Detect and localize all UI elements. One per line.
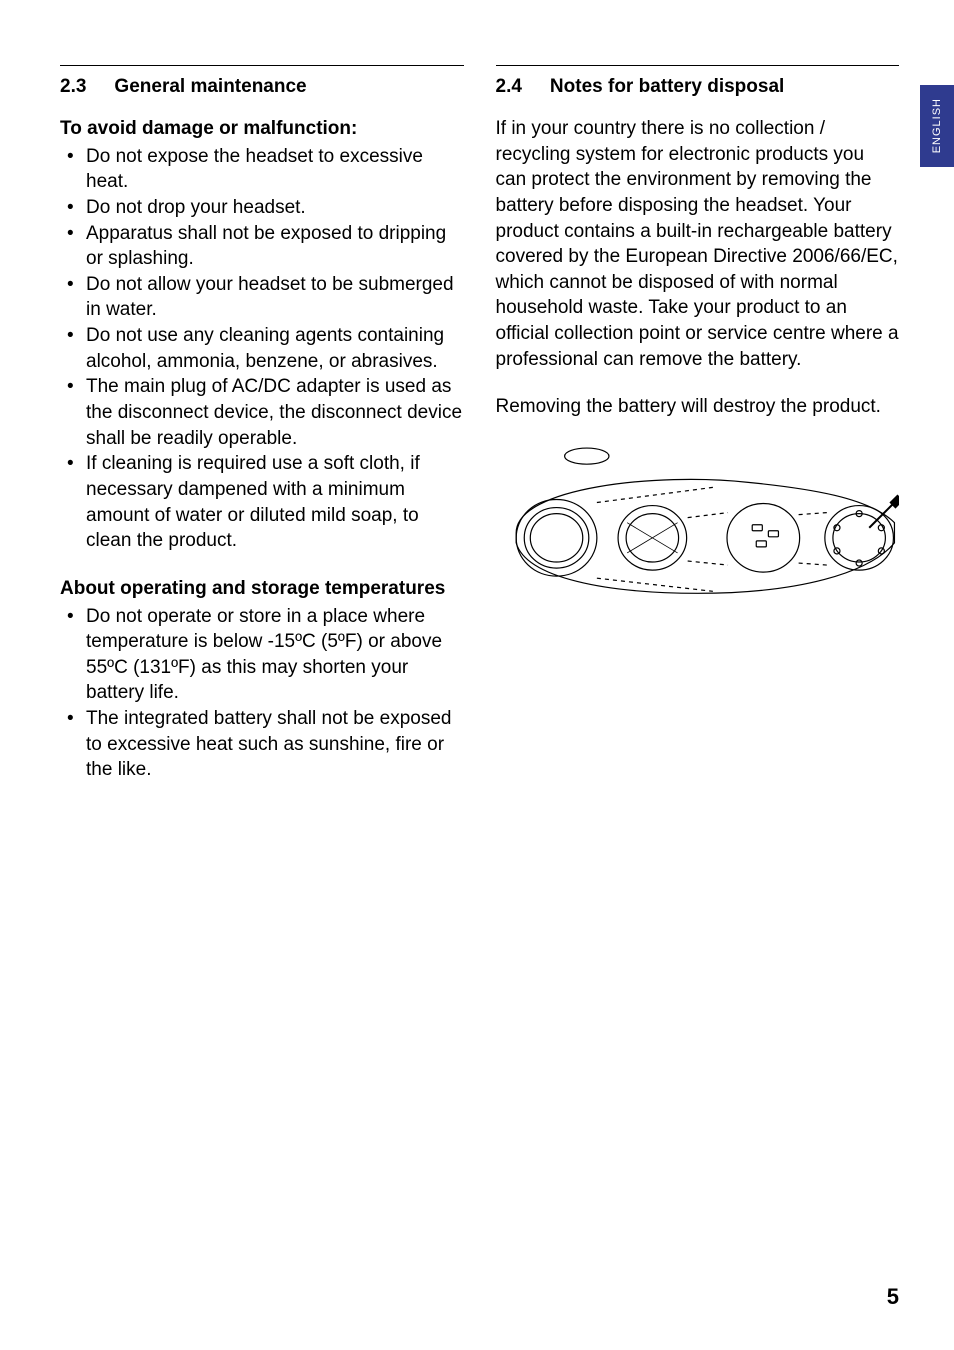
language-tab: ENGLISH	[920, 85, 954, 167]
list-item: Do not drop your headset.	[60, 195, 464, 221]
list-item: The main plug of AC/DC adapter is used a…	[60, 374, 464, 451]
list-item: Do not operate or store in a place where…	[60, 604, 464, 707]
section-rule	[60, 65, 464, 66]
section-title: General maintenance	[114, 76, 306, 98]
list-temperatures: Do not operate or store in a place where…	[60, 604, 464, 783]
subheading-temperatures: About operating and storage temperatures	[60, 576, 464, 602]
list-item: Do not expose the headset to excessive h…	[60, 144, 464, 195]
section-heading-2-4: 2.4 Notes for battery disposal	[496, 76, 900, 98]
paragraph-destroy-warning: Removing the battery will destroy the pr…	[496, 394, 900, 420]
list-item: The integrated battery shall not be expo…	[60, 706, 464, 783]
list-item: Apparatus shall not be exposed to drippi…	[60, 221, 464, 272]
section-number: 2.3	[60, 76, 86, 98]
list-item: If cleaning is required use a soft cloth…	[60, 451, 464, 554]
section-rule	[496, 65, 900, 66]
list-item: Do not use any cleaning agents containin…	[60, 323, 464, 374]
section-title: Notes for battery disposal	[550, 76, 784, 98]
paragraph-disposal: If in your country there is no collectio…	[496, 116, 900, 372]
language-tab-label: ENGLISH	[931, 98, 943, 153]
section-heading-2-3: 2.3 General maintenance	[60, 76, 464, 98]
left-column: 2.3 General maintenance To avoid damage …	[60, 65, 464, 805]
subheading-avoid-damage: To avoid damage or malfunction:	[60, 116, 464, 142]
section-number: 2.4	[496, 76, 522, 98]
page-number: 5	[887, 1284, 899, 1310]
list-item: Do not allow your headset to be submerge…	[60, 272, 464, 323]
list-avoid-damage: Do not expose the headset to excessive h…	[60, 144, 464, 554]
battery-removal-diagram	[496, 442, 900, 613]
right-column: 2.4 Notes for battery disposal If in you…	[496, 65, 900, 805]
